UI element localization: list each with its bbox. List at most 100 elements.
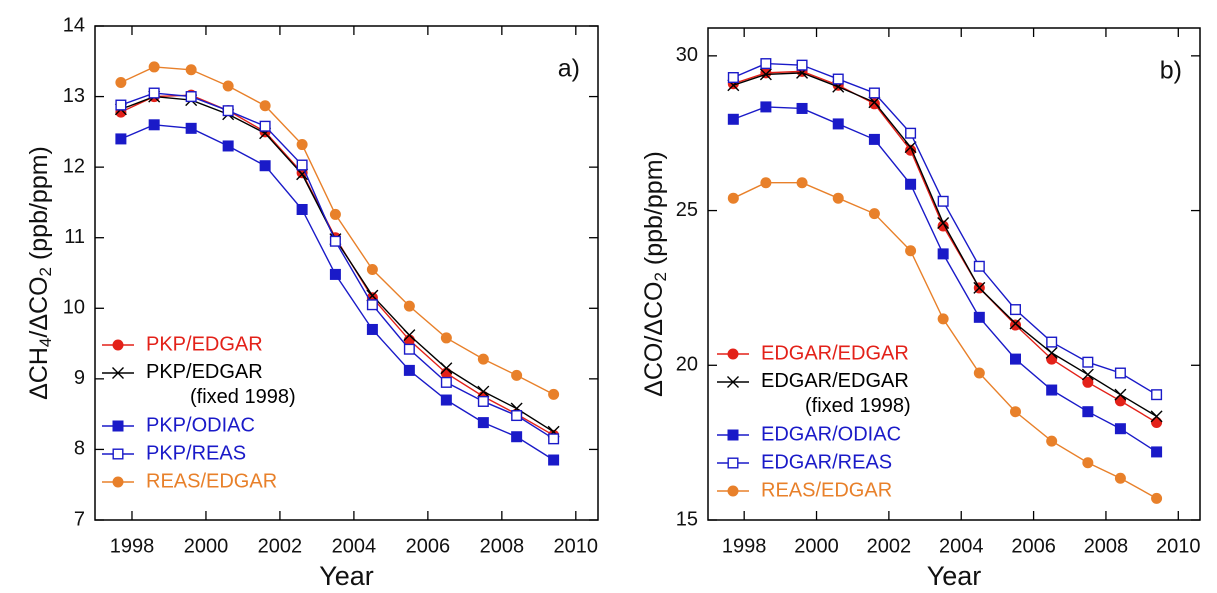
y-tick-label: 25: [676, 199, 698, 221]
x-tick-label: 2004: [939, 535, 984, 557]
y-tick-label: 20: [676, 354, 698, 376]
legend-label: EDGAR/ODIAC: [761, 423, 901, 445]
marker: [1046, 435, 1058, 447]
y-tick-label: 30: [676, 44, 698, 66]
marker: [727, 192, 739, 204]
marker: [259, 100, 271, 112]
y-axis-label-part: /ΔCO: [25, 276, 53, 337]
marker: [868, 208, 880, 220]
marker: [1046, 336, 1058, 348]
marker: [1010, 406, 1021, 418]
marker: [1151, 492, 1163, 504]
marker: [548, 388, 560, 400]
x-tick-label: 2010: [554, 535, 599, 557]
marker: [796, 59, 808, 71]
marker: [115, 99, 127, 111]
y-tick-label: 7: [74, 508, 85, 530]
legend-label-line: (fixed 1998): [190, 386, 296, 408]
marker: [1082, 376, 1094, 388]
marker: [366, 299, 378, 311]
marker: [1082, 356, 1094, 368]
marker: [1010, 319, 1021, 331]
plot-frame: [94, 25, 599, 521]
marker: [259, 160, 271, 172]
marker: [905, 178, 917, 190]
y-tick-label: 12: [63, 155, 85, 177]
legend-label: PKP/REAS: [146, 442, 246, 464]
y-axis-label-part: (ppb/ppm): [640, 151, 668, 272]
y-tick-label: 8: [74, 438, 85, 460]
marker: [904, 141, 917, 154]
marker: [760, 58, 772, 70]
marker: [1151, 389, 1163, 401]
marker: [868, 96, 881, 109]
y-tick-label: 14: [63, 14, 85, 36]
marker: [296, 159, 308, 171]
x-tick-label: 2002: [867, 535, 912, 557]
marker: [937, 216, 950, 229]
marker: [222, 140, 234, 152]
marker: [727, 72, 739, 84]
marker: [832, 192, 844, 204]
marker: [548, 454, 560, 466]
marker: [185, 64, 197, 76]
panel-label: a): [558, 55, 580, 83]
legend-symbol: [727, 485, 739, 497]
marker: [148, 61, 160, 73]
marker: [511, 410, 523, 422]
legend-label-line: PKP/EDGAR: [146, 361, 263, 383]
marker: [973, 260, 985, 272]
x-tick-label: 1998: [722, 535, 767, 557]
marker: [868, 133, 880, 145]
series-line: [120, 124, 554, 461]
legend-symbol: [112, 476, 124, 488]
legend-symbol: [112, 448, 124, 460]
marker: [440, 376, 452, 388]
marker: [1081, 368, 1094, 381]
marker: [115, 133, 127, 145]
marker: [511, 431, 523, 443]
marker: [511, 369, 523, 381]
marker: [296, 168, 309, 181]
x-tick-label: 2008: [1084, 535, 1129, 557]
y-axis-label-part: 2: [36, 267, 55, 276]
marker: [185, 122, 197, 134]
x-tick-label: 2010: [1156, 535, 1201, 557]
x-tick-label: 1998: [110, 535, 155, 557]
y-axis-label: ΔCH4/ΔCO2 (ppb/ppm): [25, 146, 56, 400]
marker: [937, 248, 949, 260]
x-tick-label: 2004: [332, 535, 377, 557]
marker: [1150, 410, 1163, 423]
marker: [477, 395, 489, 407]
marker: [1082, 406, 1094, 418]
marker: [148, 87, 160, 99]
x-tick-label: 2006: [1011, 535, 1056, 557]
marker: [796, 102, 808, 114]
marker: [403, 329, 416, 342]
legend-label-line: EDGAR/EDGAR: [761, 370, 909, 392]
marker: [329, 268, 341, 280]
y-axis-label-part: ΔCH: [25, 347, 53, 400]
panel-label: b): [1160, 57, 1182, 85]
marker: [832, 118, 844, 130]
legend-symbol: [727, 457, 739, 469]
marker: [973, 281, 986, 294]
marker: [329, 208, 341, 220]
marker: [727, 113, 739, 125]
x-axis-label: Year: [319, 561, 374, 591]
marker: [868, 87, 880, 99]
y-axis-label-part: ΔCO/ΔCO: [640, 282, 668, 397]
legend-symbol: [727, 429, 739, 441]
marker: [259, 120, 271, 132]
marker: [440, 394, 452, 406]
marker: [905, 245, 917, 257]
y-axis-label-part: 4: [36, 338, 55, 347]
legend-label: EDGAR/REAS: [761, 451, 892, 473]
marker: [185, 91, 197, 103]
marker: [905, 127, 917, 139]
marker: [937, 313, 949, 325]
marker: [760, 101, 772, 113]
marker: [296, 139, 308, 151]
legend-label: REAS/EDGAR: [761, 479, 892, 501]
